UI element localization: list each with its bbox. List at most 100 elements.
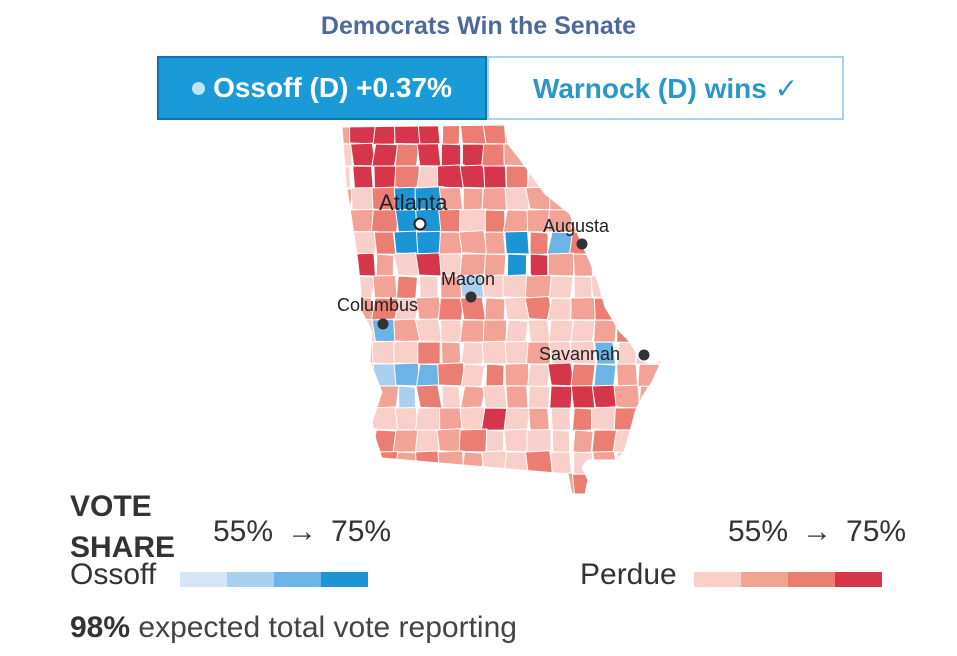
county xyxy=(634,125,662,145)
county xyxy=(570,297,596,321)
county xyxy=(617,143,637,168)
county xyxy=(441,496,461,497)
county xyxy=(573,143,593,168)
county xyxy=(593,363,617,388)
county xyxy=(634,274,662,299)
county xyxy=(437,297,465,321)
augusta-label: Augusta xyxy=(543,216,610,236)
ossoff-swatch xyxy=(180,572,227,587)
county xyxy=(657,318,662,343)
county xyxy=(342,143,353,167)
county xyxy=(548,275,574,300)
county xyxy=(570,319,596,344)
ossoff-range: 55% → 75% xyxy=(213,515,391,549)
county xyxy=(371,495,398,497)
county xyxy=(572,253,594,278)
county xyxy=(549,385,573,409)
county xyxy=(342,165,351,190)
perdue-range: 55% → 75% xyxy=(728,515,906,549)
arrow-right-icon: → xyxy=(287,515,318,548)
ossoff-color-scale xyxy=(180,572,368,587)
county xyxy=(593,341,617,365)
county xyxy=(524,142,554,167)
county xyxy=(636,231,662,256)
county xyxy=(342,318,355,343)
county xyxy=(660,209,662,234)
county xyxy=(484,231,506,255)
county xyxy=(372,125,398,146)
county xyxy=(481,187,509,211)
county xyxy=(393,125,421,145)
county xyxy=(503,495,530,497)
county xyxy=(349,362,377,387)
tab-warnock[interactable]: Warnock (D) wins ✓ xyxy=(487,56,844,120)
county xyxy=(342,209,354,233)
arrow-right-icon: → xyxy=(802,515,833,548)
county xyxy=(548,125,574,145)
headline: Democrats Win the Senate xyxy=(320,12,637,40)
county xyxy=(571,125,595,146)
county xyxy=(503,407,531,431)
savannah-label: Savannah xyxy=(539,344,620,364)
county xyxy=(637,165,661,190)
county xyxy=(547,143,575,167)
county xyxy=(349,450,377,475)
county xyxy=(373,231,397,255)
county xyxy=(485,363,505,388)
tab-ossoff[interactable]: Ossoff (D) +0.37% xyxy=(157,56,487,120)
county xyxy=(571,407,595,432)
county xyxy=(350,187,376,211)
county xyxy=(437,450,465,475)
county xyxy=(351,385,375,409)
reporting-percent: 98% xyxy=(70,611,131,644)
county xyxy=(503,428,531,453)
county xyxy=(590,493,620,494)
macon-marker xyxy=(465,291,477,303)
county xyxy=(549,165,573,189)
county xyxy=(504,230,530,255)
county xyxy=(570,165,596,189)
ossoff-range-high: 75% xyxy=(331,515,392,548)
county xyxy=(350,407,376,431)
county xyxy=(415,252,443,277)
county xyxy=(658,231,662,255)
perdue-range-high: 75% xyxy=(846,515,907,548)
reporting-text: expected total vote reporting xyxy=(130,611,517,644)
perdue-swatch xyxy=(741,572,788,587)
county xyxy=(417,341,441,365)
county xyxy=(370,385,400,409)
county xyxy=(503,125,531,145)
county xyxy=(372,473,398,494)
county xyxy=(394,473,420,494)
county xyxy=(505,165,529,189)
county xyxy=(415,407,443,431)
county xyxy=(504,340,530,365)
county xyxy=(550,496,572,497)
county xyxy=(634,473,662,494)
county xyxy=(342,363,351,388)
county xyxy=(441,125,461,146)
county xyxy=(350,252,376,277)
county xyxy=(637,209,661,234)
county xyxy=(659,297,662,321)
county xyxy=(548,319,574,343)
county xyxy=(590,142,620,167)
reporting-status: 98% expected total vote reporting xyxy=(70,611,517,645)
county xyxy=(375,253,395,278)
county xyxy=(438,231,464,255)
county xyxy=(636,429,662,454)
selected-dot-icon xyxy=(192,81,206,95)
county xyxy=(415,384,443,409)
county xyxy=(657,165,662,190)
county xyxy=(634,186,662,211)
county xyxy=(528,407,550,431)
county xyxy=(437,362,465,387)
county xyxy=(394,407,420,431)
county xyxy=(417,125,441,145)
county xyxy=(656,340,662,365)
county xyxy=(460,496,485,497)
county xyxy=(463,473,483,494)
georgia-county-map[interactable]: Atlanta Augusta Macon Columbus Savannah xyxy=(330,122,670,497)
county xyxy=(437,473,465,494)
county xyxy=(570,363,596,388)
